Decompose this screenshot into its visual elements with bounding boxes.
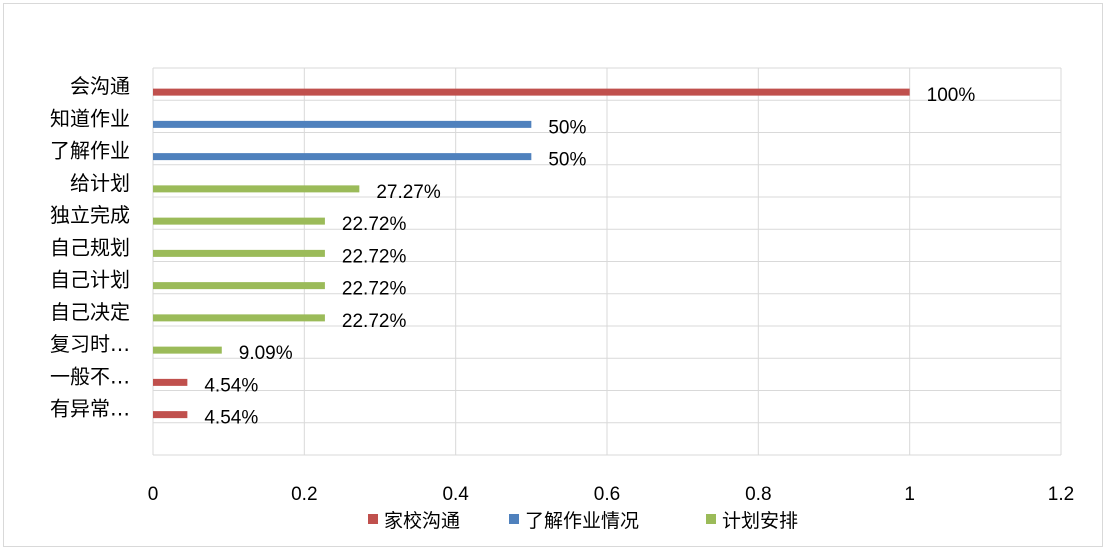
data-label: 4.54% [204, 375, 258, 396]
bar [153, 346, 222, 354]
legend-label: 了解作业情况 [525, 510, 639, 532]
data-label: 22.72% [342, 279, 407, 300]
bar [153, 88, 910, 96]
category-label: 自己计划 [50, 268, 130, 292]
legend-swatch [368, 514, 378, 524]
category-label: 自己决定 [50, 300, 130, 324]
data-label: 4.54% [204, 408, 258, 429]
x-tick-label: 1 [904, 484, 915, 505]
data-labels: 100% 50% 50% 27.27% 22.72% 22.72% 22.72% 22.72%… [204, 85, 975, 429]
category-label: 独立完成 [50, 203, 130, 227]
bar [153, 378, 188, 386]
x-tick-label: 1.2 [1048, 484, 1074, 505]
bar [153, 282, 325, 290]
grid-lines [152, 67, 1062, 456]
legend-swatch [509, 514, 519, 524]
x-tick-label: 0.2 [291, 484, 317, 505]
data-label: 22.72% [342, 214, 407, 235]
category-label: 自己规划 [50, 235, 130, 259]
category-label: 给计划 [70, 171, 130, 195]
legend-swatch [706, 514, 716, 524]
legend: 家校沟通 了解作业情况 计划安排 [368, 510, 798, 532]
bar [153, 249, 325, 257]
x-tick-label: 0.8 [745, 484, 771, 505]
category-label: 有异常… [50, 397, 130, 421]
bar [153, 120, 532, 128]
data-label: 100% [927, 85, 976, 106]
category-label: 知道作业 [50, 106, 130, 130]
category-label: 会沟通 [70, 74, 130, 98]
category-label: 复习时… [50, 332, 130, 356]
data-label: 22.72% [342, 311, 407, 332]
x-axis-ticks: 0 0.2 0.4 0.6 0.8 1 1.2 [148, 484, 1075, 505]
bar [153, 217, 325, 225]
x-tick-label: 0.4 [442, 484, 469, 505]
legend-label: 家校沟通 [384, 510, 460, 532]
bar [153, 314, 325, 322]
data-label: 27.27% [376, 182, 441, 203]
data-label: 9.09% [239, 343, 293, 364]
bar [153, 411, 188, 419]
data-label: 22.72% [342, 246, 407, 267]
data-label: 50% [548, 150, 586, 171]
category-label: 一般不… [50, 364, 130, 388]
legend-label: 计划安排 [722, 510, 798, 532]
data-label: 50% [548, 117, 586, 138]
x-tick-label: 0.6 [594, 484, 620, 505]
category-label: 了解作业 [50, 139, 130, 163]
bars [153, 88, 910, 419]
bar [153, 185, 360, 193]
bar [153, 153, 532, 161]
x-tick-label: 0 [148, 484, 159, 505]
